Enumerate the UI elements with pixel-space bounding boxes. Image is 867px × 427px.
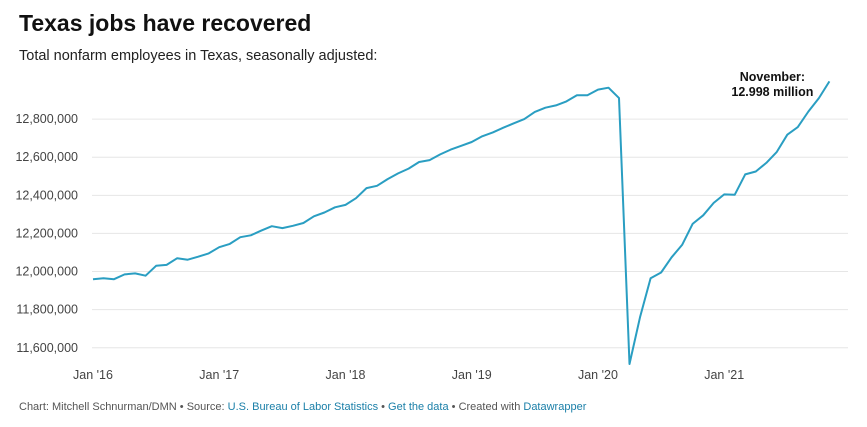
x-tick-label: Jan '17 — [199, 368, 239, 382]
line-chart: 11,600,000 11,800,000 12,000,000 12,200,000… — [15, 70, 848, 382]
y-tick-label: 11,800,000 — [16, 303, 78, 317]
y-tick-label: 12,800,000 — [15, 112, 78, 126]
footer: Chart: Mitchell Schnurman/DMN • Source: … — [19, 401, 586, 413]
y-tick-label: 12,200,000 — [15, 226, 78, 240]
x-tick-label: Jan '16 — [73, 368, 113, 382]
series-layer — [92, 80, 831, 365]
y-axis-labels: 11,600,000 11,800,000 12,000,000 12,200,000… — [15, 112, 78, 355]
series-line — [92, 80, 831, 365]
y-tick-label: 12,000,000 — [15, 265, 78, 279]
x-tick-label: Jan '20 — [578, 368, 618, 382]
x-tick-label: Jan '21 — [704, 368, 744, 382]
get-data-link[interactable]: Get the data — [388, 401, 449, 413]
separator: • — [378, 401, 389, 413]
separator: • — [176, 401, 187, 413]
datawrapper-link[interactable]: Datawrapper — [523, 401, 587, 413]
x-tick-label: Jan '19 — [452, 368, 492, 382]
chart-credit: Chart: Mitchell Schnurman/DMN — [19, 401, 177, 413]
y-tick-label: 12,400,000 — [15, 188, 78, 202]
chart-title: Texas jobs have recovered — [19, 10, 312, 36]
gridlines — [92, 118, 848, 349]
separator: • — [448, 401, 459, 413]
x-tick-label: Jan '18 — [326, 368, 366, 382]
chart-subtitle: Total nonfarm employees in Texas, season… — [19, 48, 378, 64]
source-link[interactable]: U.S. Bureau of Labor Statistics — [227, 401, 379, 413]
annotation-label-month: November: — [740, 70, 805, 84]
source-prefix: Source: — [186, 401, 228, 413]
annotation: November: 12.998 million — [731, 70, 813, 99]
created-prefix: Created with — [458, 401, 524, 413]
x-axis-labels: Jan '16 Jan '17 Jan '18 Jan '19 Jan '20 Jan '… — [73, 368, 744, 382]
y-tick-label: 11,600,000 — [16, 341, 78, 355]
annotation-label-value: 12.998 million — [731, 85, 813, 99]
y-tick-label: 12,600,000 — [15, 150, 78, 164]
